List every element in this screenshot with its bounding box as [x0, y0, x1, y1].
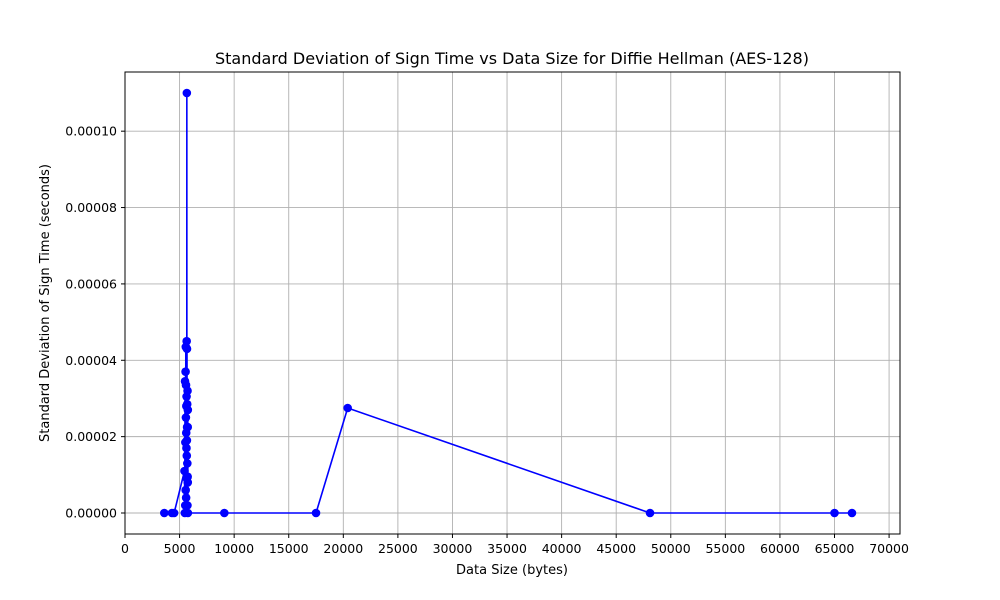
x-tick-label: 35000: [487, 541, 527, 556]
data-point: [183, 508, 193, 518]
x-tick-label: 30000: [433, 541, 473, 556]
x-tick-label: 50000: [651, 541, 691, 556]
data-point: [645, 508, 655, 518]
data-point: [183, 405, 193, 415]
x-tick-label: 40000: [542, 541, 582, 556]
x-tick-label: 0: [121, 541, 129, 556]
data-point: [183, 501, 192, 510]
data-point: [182, 436, 192, 445]
x-tick-label: 70000: [869, 541, 909, 556]
data-point: [182, 336, 191, 346]
data-point: [181, 367, 190, 377]
x-tick-label: 65000: [815, 541, 855, 556]
x-axis: 0 5000 10000 15000 20000 25000 30000 35000 40000…: [121, 534, 909, 556]
y-tick-label: 0.00002: [65, 429, 117, 444]
series-line: [164, 92, 852, 514]
series-layer: [159, 88, 857, 518]
chart-title: Standard Deviation of Sign Time vs Data …: [215, 49, 809, 68]
x-tick-label: 5000: [164, 541, 196, 556]
data-point: [169, 508, 179, 518]
y-axis-label: Standard Deviation of Sign Time (seconds…: [38, 164, 53, 442]
x-tick-label: 20000: [323, 541, 363, 556]
data-point: [159, 508, 169, 518]
x-tick-label: 45000: [596, 541, 636, 556]
y-tick-label: 0.00010: [65, 124, 117, 139]
x-tick-label: 60000: [760, 541, 800, 556]
data-point: [181, 493, 191, 503]
data-point: [182, 344, 192, 354]
data-point: [183, 478, 193, 487]
y-tick-label: 0.00006: [65, 276, 117, 291]
data-point: [847, 508, 857, 518]
x-tick-label: 25000: [378, 541, 418, 556]
plot-frame: [124, 71, 901, 535]
data-point: [181, 485, 190, 495]
data-point: [181, 413, 191, 422]
y-tick-label: 0.00000: [65, 506, 117, 521]
x-tick-label: 10000: [214, 541, 254, 556]
data-point: [182, 443, 191, 453]
data-point: [182, 451, 192, 461]
data-point: [220, 508, 229, 518]
data-point: [183, 386, 192, 396]
y-tick-label: 0.00004: [65, 353, 117, 368]
y-tick-label: 0.00008: [65, 200, 117, 215]
x-axis-label: Data Size (bytes): [456, 563, 568, 578]
data-point: [343, 403, 352, 413]
data-point: [830, 508, 839, 518]
x-tick-label: 15000: [269, 541, 309, 556]
x-tick-label: 55000: [705, 541, 745, 556]
data-point: [311, 508, 321, 518]
y-axis: 0.00000 0.00002 0.00004 0.00006 0.00008 0.000…: [65, 124, 125, 521]
data-point: [182, 88, 192, 98]
grid-lines: [124, 72, 900, 534]
data-point: [183, 422, 193, 432]
data-point: [183, 459, 192, 468]
